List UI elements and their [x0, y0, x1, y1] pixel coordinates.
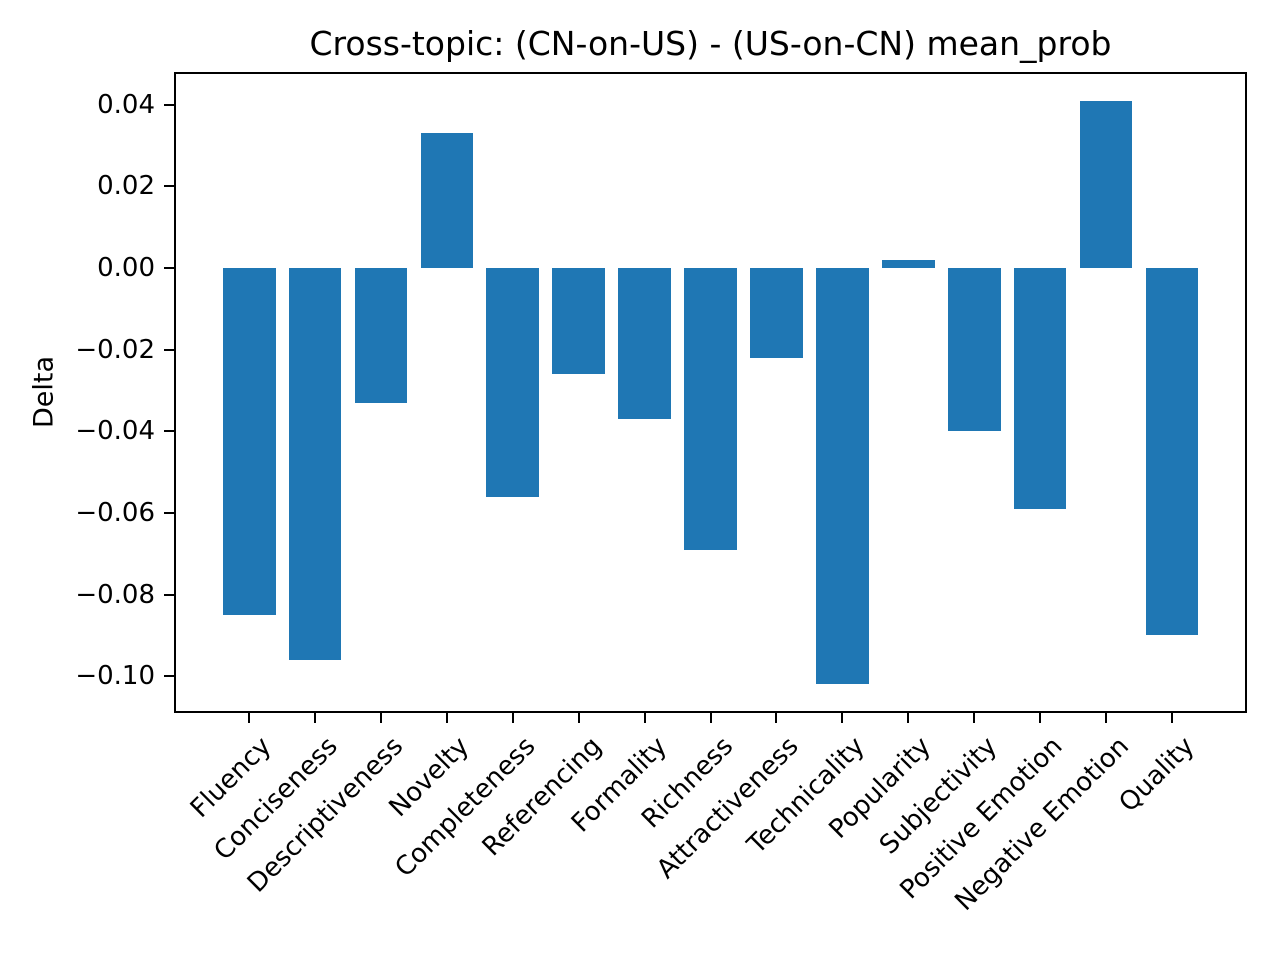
x-tick-mark — [775, 713, 778, 723]
x-tick-mark — [380, 713, 383, 723]
bar-descriptiveness — [354, 267, 408, 403]
y-tick-label: 0.04 — [97, 89, 155, 120]
x-tick-mark — [643, 713, 646, 723]
x-tick-mark — [248, 713, 251, 723]
x-tick-mark — [973, 713, 976, 723]
bar-referencing — [552, 267, 606, 375]
bar-positive-emotion — [1013, 267, 1067, 509]
x-tick-mark — [709, 713, 712, 723]
x-tick-mark — [907, 713, 910, 723]
chart-title: Cross-topic: (CN-on-US) - (US-on-CN) mea… — [309, 24, 1112, 63]
x-tick-mark — [841, 713, 844, 723]
bar-attractiveness — [750, 267, 803, 358]
x-tick-mark — [1170, 713, 1173, 723]
y-tick-mark — [164, 675, 174, 678]
y-tick-label: 0.00 — [97, 252, 155, 283]
bar-completeness — [486, 267, 540, 497]
bar-negative-emotion — [1079, 100, 1133, 268]
y-tick-mark — [164, 103, 174, 106]
bar-technicality — [816, 267, 869, 685]
bar-formality — [618, 267, 671, 420]
y-tick-mark — [164, 348, 174, 351]
y-tick-label: −0.02 — [75, 334, 155, 365]
plot-area — [174, 72, 1247, 713]
x-tick-mark — [1039, 713, 1042, 723]
bar-quality — [1145, 267, 1199, 636]
y-tick-label: −0.06 — [75, 497, 155, 528]
x-tick-mark — [314, 713, 317, 723]
x-tick-mark — [577, 713, 580, 723]
x-tick-mark — [511, 713, 514, 723]
y-tick-mark — [164, 266, 174, 269]
y-tick-mark — [164, 430, 174, 433]
y-tick-mark — [164, 593, 174, 596]
y-tick-label: −0.08 — [75, 579, 155, 610]
bar-fluency — [222, 267, 276, 615]
bar-popularity — [881, 259, 935, 268]
y-tick-label: 0.02 — [97, 171, 155, 202]
y-tick-label: −0.10 — [75, 661, 155, 692]
y-tick-mark — [164, 511, 174, 514]
bar-richness — [684, 267, 737, 550]
x-tick-mark — [445, 713, 448, 723]
bar-novelty — [420, 133, 474, 268]
x-tick-mark — [1105, 713, 1108, 723]
y-tick-label: −0.04 — [75, 416, 155, 447]
y-tick-mark — [164, 185, 174, 188]
bar-subjectivity — [947, 267, 1001, 432]
bar-conciseness — [288, 267, 342, 660]
